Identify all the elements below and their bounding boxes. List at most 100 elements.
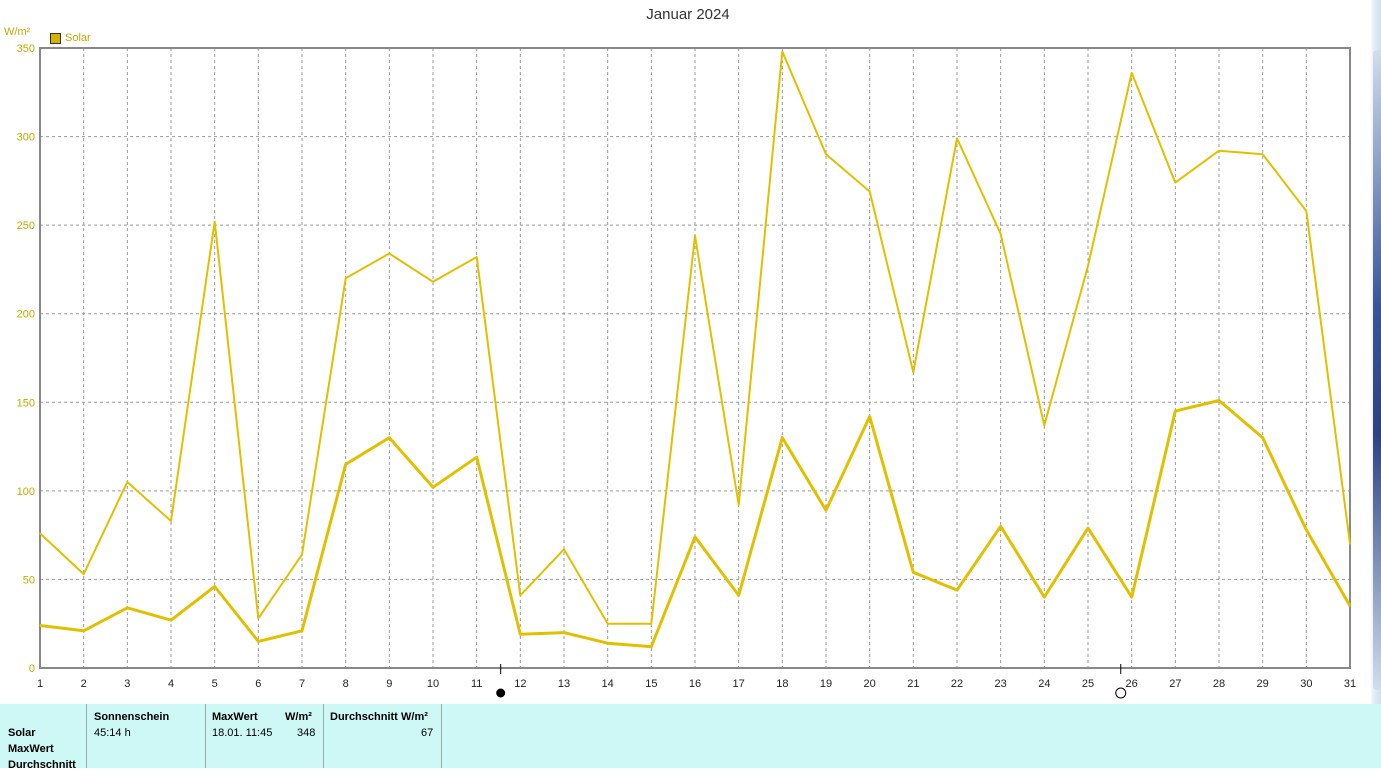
durchschnitt-value: 67 [421, 727, 434, 739]
y-tick-label: 150 [17, 397, 35, 409]
data-point [912, 571, 915, 574]
data-point [1261, 153, 1264, 156]
data-point [650, 622, 653, 625]
data-point [1087, 265, 1089, 267]
y-tick-label: 300 [17, 132, 35, 144]
x-tick-label: 11 [471, 678, 482, 690]
data-point [737, 504, 740, 506]
row-label-solar: Solar [8, 727, 36, 739]
x-tick-label: 5 [212, 678, 218, 690]
data-point [1174, 410, 1177, 412]
data-point [344, 277, 347, 280]
data-point [213, 220, 216, 223]
data-point [1043, 596, 1046, 598]
data-point [563, 548, 565, 551]
x-tick-label: 8 [343, 678, 349, 690]
data-point [388, 436, 391, 439]
legend-label-solar: Solar [65, 32, 91, 44]
data-point [606, 642, 609, 644]
data-point [1218, 399, 1220, 402]
maxwert-date: 18.01. 11:45 [212, 727, 273, 739]
data-point [170, 520, 172, 522]
y-tick-label: 350 [17, 43, 35, 55]
x-tick-label: 9 [386, 678, 392, 690]
data-point [694, 234, 696, 237]
data-point [825, 153, 827, 156]
legend-swatch [50, 32, 61, 44]
data-point [1305, 529, 1308, 531]
data-point [1218, 149, 1220, 152]
sunshine-column: Sonnenschein 45:14 h [86, 704, 206, 768]
x-tick-label: 3 [124, 678, 130, 690]
full-moon-icon [1115, 687, 1127, 699]
data-point [257, 640, 260, 643]
row-label-durchschnitt: Durchschnitt [8, 759, 76, 771]
data-point [999, 525, 1002, 528]
y-tick-label: 250 [17, 220, 35, 232]
data-point [956, 589, 958, 591]
y-tick-label: 200 [17, 309, 35, 321]
new-moon-icon [496, 688, 506, 698]
data-point [563, 631, 565, 634]
desktop-edge [1370, 0, 1381, 706]
data-point [1043, 424, 1046, 427]
data-point [126, 481, 129, 483]
data-point [1174, 181, 1177, 184]
x-tick-label: 19 [820, 678, 832, 690]
info-panel: Solar MaxWert Durchschnitt Sonnenschein … [0, 704, 1381, 771]
data-point [1349, 605, 1351, 607]
x-tick-label: 13 [558, 678, 570, 690]
data-point [999, 233, 1002, 235]
data-point [737, 594, 740, 597]
x-tick-label: 30 [1300, 678, 1312, 690]
data-point [781, 50, 784, 53]
data-point [82, 573, 85, 575]
data-point [475, 456, 478, 459]
data-point [519, 594, 522, 597]
data-point [301, 553, 303, 556]
data-point [257, 617, 260, 620]
data-point [126, 606, 129, 609]
x-tick-label: 25 [1082, 678, 1094, 690]
x-tick-label: 16 [689, 678, 701, 690]
x-tick-label: 20 [864, 678, 876, 690]
data-point [868, 415, 871, 418]
data-point [868, 190, 871, 193]
data-point [825, 509, 827, 512]
data-point [82, 630, 85, 632]
y-tick-label: 0 [29, 663, 35, 675]
x-tick-label: 21 [907, 678, 919, 690]
x-tick-label: 17 [733, 678, 745, 690]
x-tick-label: 12 [514, 678, 526, 690]
maxwert-unit: W/m² [285, 711, 312, 723]
x-tick-label: 1 [37, 678, 43, 690]
data-point [956, 137, 958, 140]
data-point [344, 463, 347, 466]
legend: Solar [50, 32, 91, 44]
x-tick-label: 31 [1344, 678, 1356, 690]
data-point [301, 630, 303, 632]
maxwert-header: MaxWert [212, 711, 258, 723]
x-tick-label: 10 [427, 678, 439, 690]
data-point [432, 281, 434, 283]
data-point [39, 624, 41, 627]
data-point [213, 585, 216, 588]
data-point [650, 645, 653, 648]
data-point [912, 371, 915, 373]
data-point [388, 252, 391, 255]
sunshine-value: 45:14 h [94, 727, 131, 739]
data-point [1261, 436, 1264, 439]
x-tick-label: 23 [995, 678, 1007, 690]
data-point [1087, 527, 1089, 529]
x-tick-label: 24 [1038, 678, 1050, 690]
x-tick-label: 15 [645, 678, 657, 690]
x-tick-label: 7 [299, 678, 305, 690]
maxwert-value: 348 [297, 727, 316, 739]
row-label-maxwert: MaxWert [8, 743, 54, 755]
x-tick-label: 22 [951, 678, 963, 690]
data-point [475, 256, 478, 258]
maxwert-column: MaxWert W/m² 18.01. 11:45 348 [205, 704, 324, 768]
x-tick-label: 28 [1213, 678, 1225, 690]
data-point [606, 622, 609, 625]
data-point [1349, 543, 1351, 545]
